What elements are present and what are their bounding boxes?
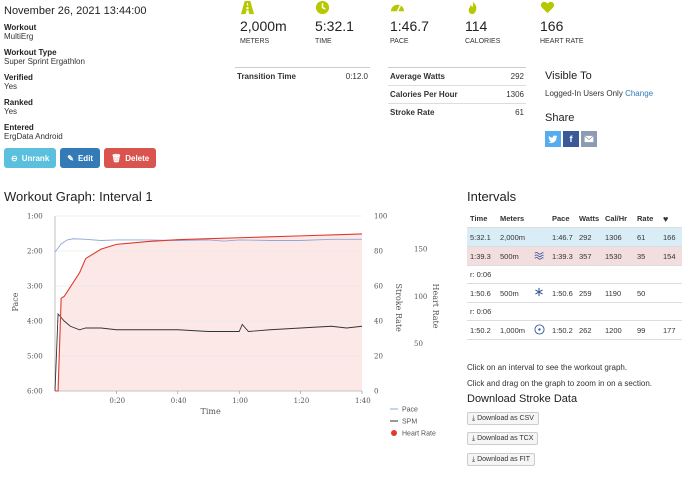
download-icon: ⤓: [472, 455, 476, 463]
meta-entered: Entered ErgData Android: [4, 123, 63, 141]
workout-graph[interactable]: 1:00 100 2:00 80 3:00 60 4:00 40 5:00 20 6:00 0 150 1…: [0, 205, 450, 479]
download-fit-button[interactable]: ⤓ Download as FIT: [467, 453, 536, 466]
spm-tick-label: 100: [374, 213, 387, 221]
graph-title: Workout Graph: Interval 1: [4, 189, 153, 204]
download-icon: ⤓: [472, 434, 476, 442]
download-icon: ⤓: [472, 414, 476, 422]
meta-workout: Workout MultiErg: [4, 23, 37, 41]
summary-row: Calories Per Hour 1306: [388, 86, 526, 104]
x-tick-label: 1:00: [232, 397, 248, 405]
intervals-header: Time Meters Pace Watts Cal/Hr Rate ♥: [467, 210, 682, 228]
x-tick-label: 1:40: [355, 397, 371, 405]
transition-row: Transition Time 0:12.0: [237, 72, 368, 81]
flame-icon: [468, 0, 477, 15]
visibility-value: Logged-In Users Only Change: [545, 89, 654, 98]
change-visibility-link[interactable]: Change: [625, 89, 654, 98]
legend-pace-label: Pace: [402, 407, 418, 414]
summary-row: Stroke Rate 61: [390, 108, 524, 117]
hint-click: Click on an interval to see the workout …: [467, 363, 628, 372]
summary-table: Average Watts 292 Calories Per Hour 1306…: [388, 67, 526, 121]
pace-tick-label: 3:00: [27, 283, 43, 291]
action-buttons: ⊖ Unrank ✎ Edit 🗑 Delete: [4, 148, 229, 168]
bike-wheel-icon: [531, 323, 549, 337]
download-title: Download Stroke Data: [467, 393, 578, 405]
pencil-icon: ✎: [67, 153, 74, 163]
interval-row[interactable]: 1:39.3 500m 1:39.3 357 1530 35 154: [467, 247, 682, 266]
spm-tick-label: 80: [374, 248, 383, 256]
meta-ranked: Ranked Yes: [4, 98, 33, 116]
delete-button[interactable]: 🗑 Delete: [104, 148, 157, 168]
legend-spm-label: SPM: [402, 419, 417, 426]
stat-time: 5:32.1 TIME: [315, 0, 390, 45]
x-tick-label: 0:40: [171, 397, 187, 405]
meta-workout-type: Workout Type Super Sprint Ergathlon: [4, 48, 85, 66]
spm-tick-label: 60: [374, 283, 383, 291]
download-tcx-button[interactable]: ⤓ Download as TCX: [467, 432, 539, 445]
pace-tick-label: 5:00: [27, 353, 43, 361]
intervals-title: Intervals: [467, 189, 517, 204]
spm-tick-label: 20: [374, 353, 383, 361]
edit-button[interactable]: ✎ Edit: [60, 148, 101, 168]
side-panel: Visible To Logged-In Users Only Change S…: [545, 70, 685, 147]
hr-tick-label: 150: [414, 246, 427, 254]
x-axis-label: Time: [201, 407, 221, 416]
spm-tick-label: 0: [374, 388, 378, 396]
meta-verified: Verified Yes: [4, 73, 33, 91]
y-right-axis-label-stroke: Stroke Rate: [394, 284, 403, 333]
hint-drag: Click and drag on the graph to zoom in o…: [467, 379, 652, 388]
spm-tick-label: 40: [374, 318, 383, 326]
heart-header-icon: ♥: [663, 213, 669, 224]
interval-row[interactable]: 1:50.2 1,000m 1:50.2 262 1200 99 177: [467, 321, 682, 340]
unrank-button[interactable]: ⊖ Unrank: [4, 148, 57, 168]
intervals-table: Time Meters Pace Watts Cal/Hr Rate ♥ 5:3…: [467, 210, 682, 340]
heart-icon: [540, 1, 555, 14]
minus-circle-icon: ⊖: [11, 153, 18, 163]
share-title: Share: [545, 112, 575, 124]
waves-icon: [531, 250, 549, 262]
trash-icon: 🗑: [111, 153, 122, 163]
transition-table: Transition Time 0:12.0: [235, 67, 370, 85]
heart-rate-area: [55, 233, 362, 391]
share-buttons: f: [545, 131, 685, 147]
legend-heart-rate-swatch: [391, 430, 397, 436]
spm-series-line: [54, 312, 363, 392]
summary-row: Average Watts 292: [388, 68, 526, 86]
x-tick-label: 0:20: [109, 397, 125, 405]
y-left-axis-label: Pace: [11, 292, 20, 311]
interval-row[interactable]: 5:32.1 2,000m 1:46.7 292 1306 61 166: [467, 228, 682, 247]
clock-icon: [315, 0, 330, 15]
heart-rate-series-line: [55, 233, 363, 392]
email-icon[interactable]: [581, 131, 597, 147]
facebook-icon[interactable]: f: [563, 131, 579, 147]
hr-tick-label: 50: [414, 340, 423, 348]
twitter-icon[interactable]: [545, 131, 561, 147]
interval-row[interactable]: 1:50.6 500m 1:50.6 259 1190 50: [467, 284, 682, 303]
pace-tick-label: 4:00: [27, 318, 43, 326]
stats-bar: 2,000m METERS 5:32.1 TIME 1:46.7 PACE 11…: [240, 0, 615, 45]
stat-meters: 2,000m METERS: [240, 0, 315, 45]
visibility-title: Visible To: [545, 70, 592, 82]
workout-date: November 26, 2021 13:44:00: [4, 5, 147, 17]
x-tick-label: 1:20: [294, 397, 310, 405]
legend-heart-rate-label: Heart Rate: [402, 431, 436, 438]
snowflake-icon: [531, 287, 549, 299]
interval-rest-note: r: 0:06: [467, 303, 682, 321]
download-csv-button[interactable]: ⤓ Download as CSV: [467, 412, 539, 425]
stat-calories: 114 CALORIES: [465, 0, 540, 45]
pace-tick-label: 2:00: [27, 248, 43, 256]
pace-tick-label: 6:00: [27, 388, 43, 396]
y-right-axis-label-hr: Heart Rate: [431, 284, 440, 329]
stat-heart-rate: 166 HEART RATE: [540, 0, 615, 45]
speedometer-icon: [390, 4, 405, 12]
road-icon: [240, 0, 255, 15]
stat-pace: 1:46.7 PACE: [390, 0, 465, 45]
hr-tick-label: 100: [414, 293, 427, 301]
pace-tick-label: 1:00: [27, 213, 43, 221]
interval-rest-note: r: 0:06: [467, 266, 682, 284]
workout-meta: November 26, 2021 13:44:00 Workout Multi…: [4, 5, 229, 168]
